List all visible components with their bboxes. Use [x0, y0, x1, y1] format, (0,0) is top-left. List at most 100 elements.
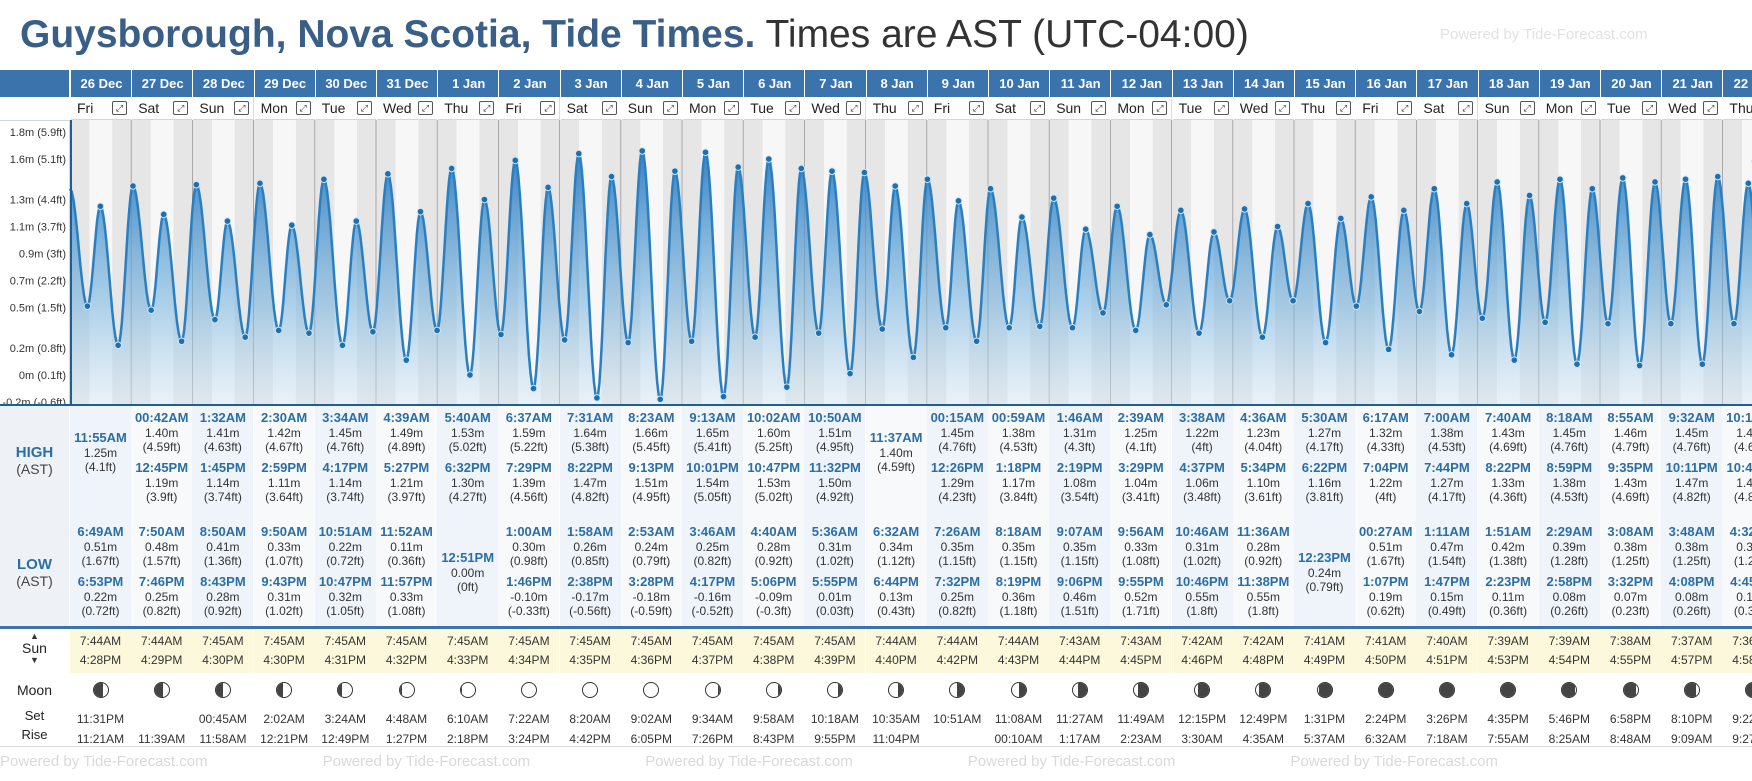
tide-extreme-point[interactable] [1651, 178, 1659, 186]
tide-extreme-point[interactable] [1510, 356, 1519, 364]
tide-extreme-point[interactable] [114, 341, 122, 350]
tide-extreme-point[interactable] [764, 155, 773, 163]
tide-extreme-point[interactable] [1556, 175, 1564, 184]
expand-day-icon[interactable]: ⤢ [112, 101, 127, 115]
tide-extreme-point[interactable] [1604, 319, 1612, 328]
tide-extreme-point[interactable] [305, 329, 313, 337]
tide-extreme-point[interactable] [1573, 360, 1581, 368]
tide-extreme-point[interactable] [560, 336, 569, 344]
tide-extreme-point[interactable] [1146, 230, 1154, 239]
tide-extreme-point[interactable] [211, 315, 219, 324]
tide-extreme-point[interactable] [466, 371, 474, 379]
expand-day-icon[interactable]: ⤢ [295, 101, 311, 115]
tide-extreme-point[interactable] [480, 195, 489, 204]
tide-extreme-point[interactable] [1493, 178, 1501, 186]
tide-extreme-point[interactable] [147, 306, 155, 314]
tide-extreme-point[interactable] [797, 164, 806, 173]
tide-extreme-point[interactable] [338, 341, 347, 350]
tide-extreme-point[interactable] [1462, 199, 1471, 208]
tide-extreme-point[interactable] [638, 147, 646, 155]
tide-extreme-point[interactable] [1588, 184, 1597, 193]
expand-day-icon[interactable]: ⤢ [1091, 101, 1107, 115]
tide-extreme-point[interactable] [1447, 350, 1456, 359]
tide-extreme-point[interactable] [1713, 172, 1722, 181]
tide-extreme-point[interactable] [1036, 322, 1044, 331]
tide-extreme-point[interactable] [1352, 302, 1361, 310]
tide-extreme-point[interactable] [447, 164, 456, 173]
tide-extreme-point[interactable] [860, 168, 869, 177]
expand-day-icon[interactable]: ⤢ [234, 101, 250, 115]
tide-extreme-point[interactable] [701, 148, 710, 157]
tide-extreme-point[interactable] [814, 329, 823, 337]
tide-extreme-point[interactable] [96, 202, 105, 211]
tide-extreme-point[interactable] [1162, 301, 1171, 309]
tide-extreme-point[interactable] [719, 392, 728, 401]
expand-day-icon[interactable]: ⤢ [601, 101, 617, 115]
tide-extreme-point[interactable] [544, 183, 552, 192]
tide-extreme-point[interactable] [1698, 360, 1707, 368]
tide-extreme-point[interactable] [1430, 184, 1439, 193]
expand-day-icon[interactable]: ⤢ [1152, 101, 1168, 115]
expand-day-icon[interactable]: ⤢ [662, 101, 678, 115]
tide-extreme-point[interactable] [574, 149, 583, 158]
tide-extreme-point[interactable] [416, 207, 425, 216]
expand-day-icon[interactable]: ⤢ [846, 101, 862, 115]
tide-extreme-point[interactable] [402, 356, 411, 364]
tide-extreme-point[interactable] [923, 175, 932, 184]
tide-extreme-point[interactable] [1195, 329, 1203, 337]
tide-extreme-point[interactable] [1367, 193, 1376, 201]
tide-extreme-point[interactable] [192, 180, 201, 189]
tide-extreme-point[interactable] [972, 337, 981, 346]
tide-extreme-point[interactable] [1304, 199, 1312, 208]
tide-extreme-point[interactable] [1289, 296, 1297, 305]
expand-day-icon[interactable]: ⤢ [540, 101, 556, 115]
tide-extreme-point[interactable] [1049, 194, 1058, 202]
tide-extreme-point[interactable] [288, 221, 296, 229]
tide-extreme-point[interactable] [783, 383, 791, 391]
tide-extreme-point[interactable] [256, 179, 264, 188]
tide-extreme-point[interactable] [1478, 314, 1487, 323]
tide-extreme-point[interactable] [941, 323, 950, 332]
tide-extreme-point[interactable] [1415, 307, 1424, 316]
expand-day-icon[interactable]: ⤢ [173, 101, 189, 115]
tide-extreme-point[interactable] [1081, 225, 1090, 233]
expand-day-icon[interactable]: ⤢ [1642, 101, 1657, 115]
tide-extreme-point[interactable] [1681, 175, 1690, 184]
tide-extreme-point[interactable] [1400, 206, 1408, 215]
tide-extreme-point[interactable] [511, 156, 520, 165]
expand-day-icon[interactable]: ⤢ [1030, 101, 1045, 115]
expand-day-icon[interactable]: ⤢ [1397, 101, 1413, 115]
tide-extreme-point[interactable] [624, 338, 632, 347]
tide-extreme-point[interactable] [1525, 191, 1534, 200]
tide-extreme-point[interactable] [274, 326, 283, 335]
expand-day-icon[interactable]: ⤢ [1336, 101, 1351, 115]
expand-day-icon[interactable]: ⤢ [356, 101, 372, 115]
tide-extreme-point[interactable] [607, 172, 616, 181]
tide-extreme-point[interactable] [1541, 318, 1549, 327]
tide-extreme-point[interactable] [656, 395, 665, 404]
tide-extreme-point[interactable] [1018, 213, 1026, 221]
tide-extreme-point[interactable] [1068, 323, 1077, 332]
tide-extreme-point[interactable] [734, 163, 742, 171]
tide-extreme-point[interactable] [1337, 214, 1345, 223]
tide-extreme-point[interactable] [497, 330, 505, 339]
tide-extreme-point[interactable] [83, 302, 92, 310]
tide-extreme-point[interactable] [1635, 361, 1644, 370]
tide-extreme-point[interactable] [1384, 345, 1393, 354]
tide-extreme-point[interactable] [369, 328, 377, 336]
expand-day-icon[interactable]: ⤢ [724, 101, 739, 115]
tide-extreme-point[interactable] [1177, 206, 1185, 215]
tide-extreme-point[interactable] [129, 182, 137, 190]
expand-day-icon[interactable]: ⤢ [785, 101, 801, 115]
tide-extreme-point[interactable] [1730, 319, 1738, 328]
expand-day-icon[interactable]: ⤢ [907, 101, 923, 115]
expand-day-icon[interactable]: ⤢ [1213, 101, 1229, 115]
tide-extreme-point[interactable] [593, 394, 601, 402]
tide-extreme-point[interactable] [846, 369, 854, 378]
tide-extreme-point[interactable] [986, 184, 995, 193]
tide-extreme-point[interactable] [433, 326, 441, 335]
tide-extreme-point[interactable] [1005, 323, 1013, 332]
expand-day-icon[interactable]: ⤢ [968, 101, 984, 115]
expand-day-icon[interactable]: ⤢ [1703, 101, 1719, 115]
tide-extreme-point[interactable] [177, 337, 186, 346]
